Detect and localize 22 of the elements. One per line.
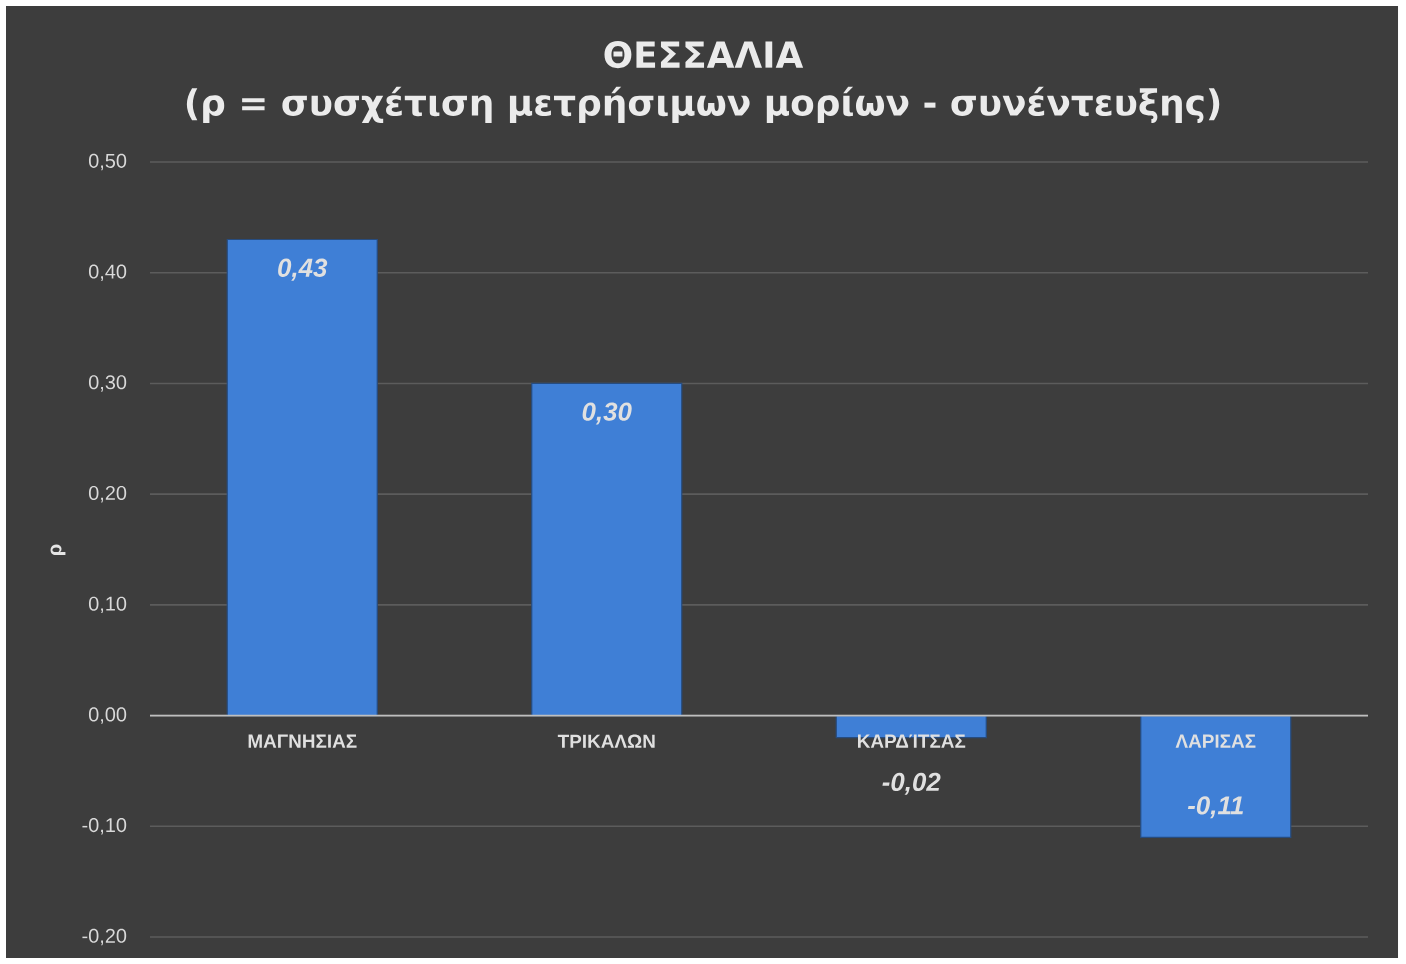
data-label: -0,11 (1187, 796, 1243, 819)
x-tick-label: ΤΡΙΚΑΛΩΝ (557, 734, 655, 748)
y-tick-label: 0,30 (88, 375, 127, 392)
y-tick-label: -0,10 (82, 818, 127, 835)
data-label: 0,30 (582, 402, 632, 425)
y-tick-label: 0,50 (88, 153, 127, 171)
y-tick-label: 0,20 (88, 485, 127, 503)
data-label: 0,43 (278, 258, 328, 281)
chart-subtitle: (ρ = συσχέτιση μετρήσιμων μορίων - συνέντευξης) (186, 86, 1220, 123)
data-label: -0,02 (882, 772, 941, 795)
chart-title: ΘΕΣΣΑΛΙΑ (604, 41, 804, 69)
x-tick-label: ΜΑΓΝΗΣΙΑΣ (248, 734, 357, 748)
x-tick-label: ΚΑΡΔΊΤΣΑΣ (857, 734, 966, 748)
y-tick-label: -0,20 (82, 928, 127, 946)
y-tick-label: 0,10 (88, 596, 127, 614)
bar (1140, 714, 1292, 838)
x-tick-label: ΛΑΡΙΣΑΣ (1175, 734, 1256, 748)
bar (531, 382, 683, 717)
y-axis-title: ρ (50, 544, 66, 555)
bar (226, 238, 378, 717)
y-tick-label: 0,40 (88, 264, 127, 281)
y-tick-label: 0,00 (88, 707, 127, 724)
